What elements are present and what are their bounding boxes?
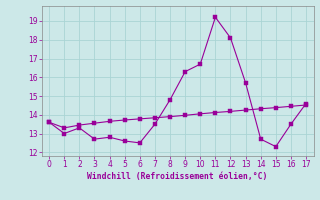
X-axis label: Windchill (Refroidissement éolien,°C): Windchill (Refroidissement éolien,°C): [87, 172, 268, 181]
